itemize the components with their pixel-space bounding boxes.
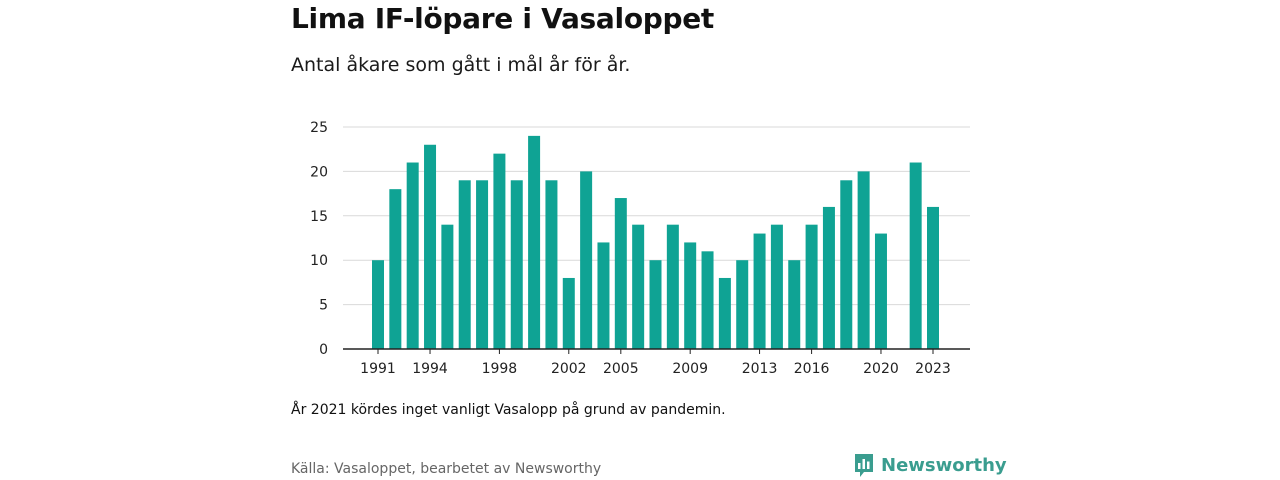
bar-1991[interactable] [372, 260, 384, 349]
bar-1994[interactable] [424, 144, 437, 349]
x-axis-tick-labels: 1991 1994 1998 2002 2005 2009 2013 2016 2020 2023 [360, 349, 951, 377]
x-tick-label: 2009 [672, 361, 708, 377]
bar-1997[interactable] [476, 180, 489, 349]
source-text: Källa: Vasaloppet, bearbetet av Newswort… [291, 461, 602, 477]
bar-1995[interactable] [441, 224, 454, 349]
bar-1996[interactable] [458, 180, 471, 349]
x-tick-label: 1991 [360, 361, 396, 377]
bars [372, 135, 939, 349]
bar-2017[interactable] [822, 206, 835, 349]
bar-2007[interactable] [649, 260, 662, 349]
x-tick-label: 2020 [863, 361, 899, 377]
chart-note: År 2021 kördes inget vanligt Vasalopp på… [291, 402, 726, 418]
x-tick-label: 2023 [915, 361, 951, 377]
bar-2023[interactable] [927, 206, 939, 349]
x-tick-label: 1994 [412, 361, 448, 377]
bar-2015[interactable] [788, 260, 801, 349]
bar-1992[interactable] [389, 189, 402, 349]
x-tick-label: 2005 [603, 361, 639, 377]
bar-2000[interactable] [528, 135, 541, 349]
bar-2001[interactable] [545, 180, 558, 349]
bar-1993[interactable] [406, 162, 419, 349]
y-tick-label: 25 [310, 120, 328, 136]
brand-logo[interactable]: Newsworthy [853, 452, 1007, 478]
bar-2019[interactable] [857, 171, 870, 349]
y-tick-label: 10 [310, 253, 328, 269]
bar-2020[interactable] [874, 233, 887, 349]
y-axis-tick-labels: 0 5 10 15 20 25 [310, 120, 328, 358]
chart-subtitle: Antal åkare som gått i mål år för år. [291, 54, 631, 76]
bar-2011[interactable] [718, 277, 731, 349]
bar-1999[interactable] [510, 180, 523, 349]
bar-1998[interactable] [493, 153, 506, 349]
bar-2022[interactable] [909, 162, 922, 349]
bar-2002[interactable] [562, 277, 575, 349]
y-tick-label: 20 [310, 164, 328, 180]
bar-2009[interactable] [684, 242, 697, 349]
brand-name: Newsworthy [881, 454, 1007, 476]
chart-title: Lima IF-löpare i Vasaloppet [291, 2, 715, 35]
bar-2006[interactable] [632, 224, 645, 349]
y-tick-label: 15 [310, 209, 328, 225]
bar-2004[interactable] [597, 242, 610, 349]
bar-2008[interactable] [666, 224, 679, 349]
x-tick-label: 2016 [794, 361, 830, 377]
bar-2014[interactable] [770, 224, 783, 349]
bar-2005[interactable] [614, 198, 627, 349]
bar-2018[interactable] [840, 180, 853, 349]
bar-2013[interactable] [753, 233, 766, 349]
x-tick-label: 1998 [482, 361, 518, 377]
bar-2003[interactable] [580, 171, 593, 349]
newsworthy-logo-icon [855, 454, 873, 477]
y-tick-label: 5 [319, 298, 328, 314]
y-tick-label: 0 [319, 342, 328, 358]
bar-2010[interactable] [701, 251, 714, 349]
bar-2016[interactable] [805, 224, 818, 349]
x-tick-label: 2002 [551, 361, 587, 377]
bar-2012[interactable] [736, 260, 749, 349]
x-tick-label: 2013 [742, 361, 778, 377]
bar-chart: 0 5 10 15 20 25 1991 1994 1998 2002 2005 2009 2013 2… [310, 120, 970, 377]
